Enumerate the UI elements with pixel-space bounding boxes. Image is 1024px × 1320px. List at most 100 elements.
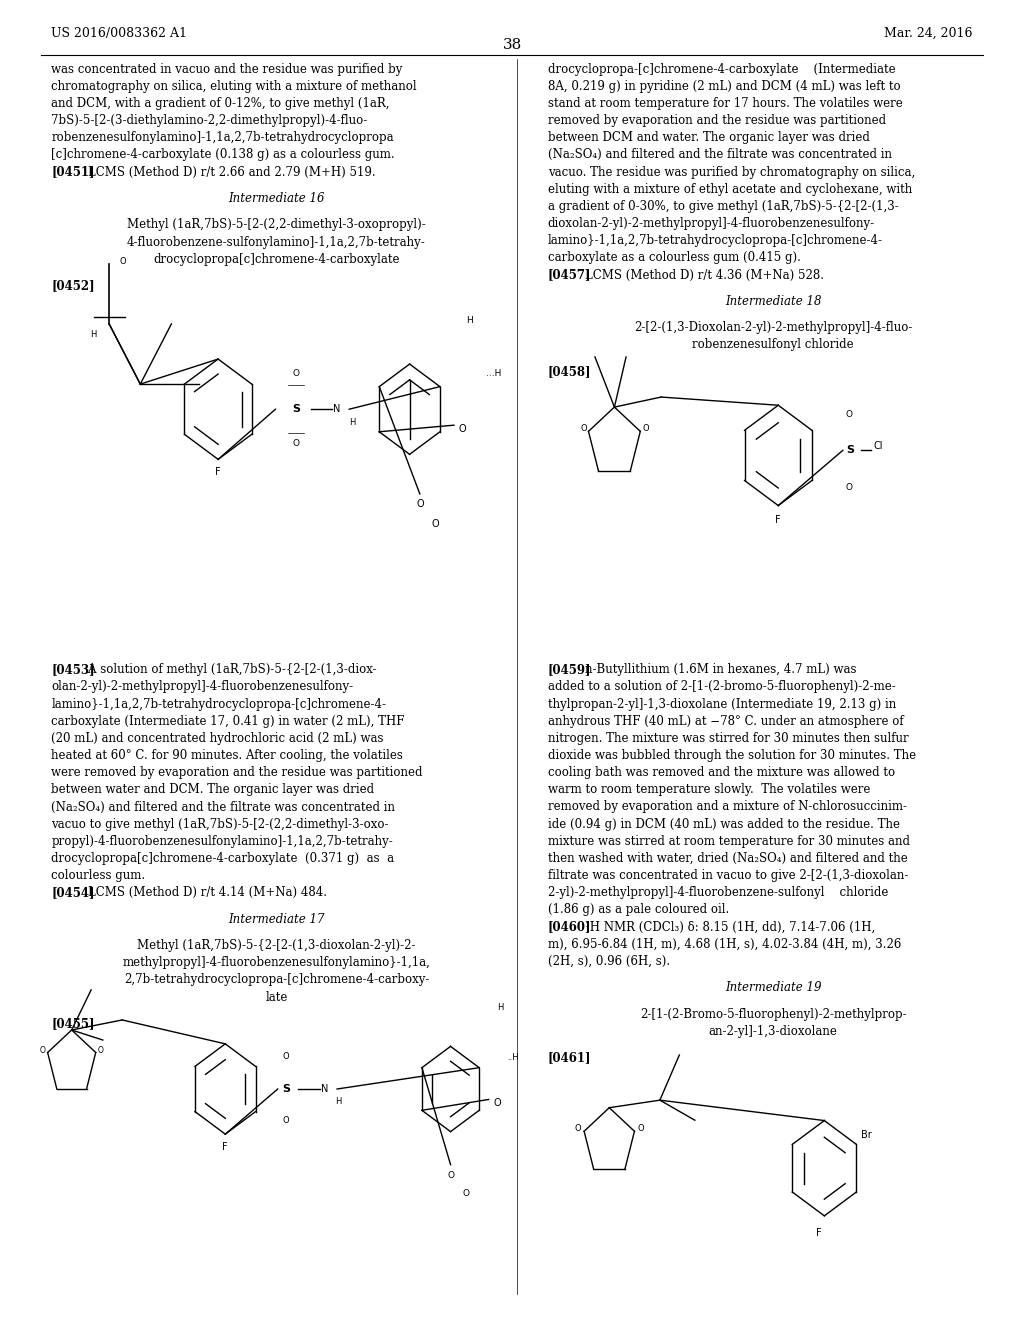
Text: O: O	[493, 1098, 501, 1107]
Text: H: H	[349, 418, 355, 428]
Text: and DCM, with a gradient of 0-12%, to give methyl (1aR,: and DCM, with a gradient of 0-12%, to gi…	[51, 96, 390, 110]
Text: ..H: ..H	[507, 1053, 518, 1063]
Text: vacuo to give methyl (1aR,7bS)-5-[2-(2,2-dimethyl-3-oxo-: vacuo to give methyl (1aR,7bS)-5-[2-(2,2…	[51, 817, 389, 830]
Text: robenzenesulfonylamino]-1,1a,2,7b-tetrahydrocyclopropa: robenzenesulfonylamino]-1,1a,2,7b-tetrah…	[51, 131, 394, 144]
Text: stand at room temperature for 17 hours. The volatiles were: stand at room temperature for 17 hours. …	[548, 96, 902, 110]
Text: O: O	[416, 499, 424, 510]
Text: 7bS)-5-[2-(3-diethylamino-2,2-dimethylpropyl)-4-fluo-: 7bS)-5-[2-(3-diethylamino-2,2-dimethylpr…	[51, 114, 368, 127]
Text: eluting with a mixture of ethyl acetate and cyclohexane, with: eluting with a mixture of ethyl acetate …	[548, 182, 912, 195]
Text: O: O	[283, 1052, 289, 1061]
Text: [0458]: [0458]	[548, 364, 591, 378]
Text: late: late	[265, 990, 288, 1003]
Text: [c]chromene-4-carboxylate (0.138 g) as a colourless gum.: [c]chromene-4-carboxylate (0.138 g) as a…	[51, 148, 395, 161]
Text: m), 6.95-6.84 (1H, m), 4.68 (1H, s), 4.02-3.84 (4H, m), 3.26: m), 6.95-6.84 (1H, m), 4.68 (1H, s), 4.0…	[548, 937, 901, 950]
Text: was concentrated in vacuo and the residue was purified by: was concentrated in vacuo and the residu…	[51, 62, 402, 75]
Text: O: O	[98, 1045, 103, 1055]
Text: propyl)-4-fluorobenzenesulfonylamino]-1,1a,2,7b-tetrahy-: propyl)-4-fluorobenzenesulfonylamino]-1,…	[51, 834, 393, 847]
Text: O: O	[459, 424, 466, 434]
Text: F: F	[215, 467, 221, 478]
Text: O: O	[40, 1045, 45, 1055]
Text: O: O	[283, 1117, 289, 1126]
Text: lamino}-1,1a,2,7b-tetrahydrocyclopropa-[c]chromene-4-: lamino}-1,1a,2,7b-tetrahydrocyclopropa-[…	[51, 697, 386, 710]
Text: O: O	[642, 424, 649, 433]
Text: chromatography on silica, eluting with a mixture of methanol: chromatography on silica, eluting with a…	[51, 79, 417, 92]
Text: cooling bath was removed and the mixture was allowed to: cooling bath was removed and the mixture…	[548, 766, 895, 779]
Text: n-Butyllithium (1.6M in hexanes, 4.7 mL) was: n-Butyllithium (1.6M in hexanes, 4.7 mL)…	[569, 663, 856, 676]
Text: methylpropyl]-4-fluorobenzenesulfonylamino}-1,1a,: methylpropyl]-4-fluorobenzenesulfonylami…	[123, 956, 430, 969]
Text: O: O	[120, 256, 126, 265]
Text: F: F	[816, 1228, 822, 1238]
Text: drocyclopropa[c]chromene-4-carboxylate  (0.371 g)  as  a: drocyclopropa[c]chromene-4-carboxylate (…	[51, 851, 394, 865]
Text: 4-fluorobenzene-sulfonylamino]-1,1a,2,7b-tetrahy-: 4-fluorobenzene-sulfonylamino]-1,1a,2,7b…	[127, 235, 426, 248]
Text: anhydrous THF (40 mL) at −78° C. under an atmosphere of: anhydrous THF (40 mL) at −78° C. under a…	[548, 714, 903, 727]
Text: (Na₂SO₄) and filtered and the filtrate was concentrated in: (Na₂SO₄) and filtered and the filtrate w…	[548, 148, 892, 161]
Text: dioxide was bubbled through the solution for 30 minutes. The: dioxide was bubbled through the solution…	[548, 748, 915, 762]
Text: O: O	[574, 1125, 582, 1134]
Text: a gradient of 0-30%, to give methyl (1aR,7bS)-5-{2-[2-(1,3-: a gradient of 0-30%, to give methyl (1aR…	[548, 199, 899, 213]
Text: carboxylate (Intermediate 17, 0.41 g) in water (2 mL), THF: carboxylate (Intermediate 17, 0.41 g) in…	[51, 714, 404, 727]
Text: F: F	[222, 1142, 228, 1152]
Text: O: O	[637, 1125, 644, 1134]
Text: ¹H NMR (CDCl₃) δ: 8.15 (1H, dd), 7.14-7.06 (1H,: ¹H NMR (CDCl₃) δ: 8.15 (1H, dd), 7.14-7.…	[569, 920, 876, 933]
Text: Br: Br	[861, 1130, 872, 1139]
Text: H: H	[466, 317, 473, 326]
Text: drocyclopropa[c]chromene-4-carboxylate: drocyclopropa[c]chromene-4-carboxylate	[154, 252, 399, 265]
Text: ...H: ...H	[486, 370, 502, 379]
Text: O: O	[431, 519, 439, 529]
Text: LCMS (Method D) r/t 4.14 (M+Na) 484.: LCMS (Method D) r/t 4.14 (M+Na) 484.	[73, 886, 327, 899]
Text: S: S	[282, 1084, 290, 1094]
Text: Intermediate 18: Intermediate 18	[725, 294, 821, 308]
Text: LCMS (Method D) r/t 2.66 and 2.79 (M+H) 519.: LCMS (Method D) r/t 2.66 and 2.79 (M+H) …	[73, 165, 376, 178]
Text: heated at 60° C. for 90 minutes. After cooling, the volatiles: heated at 60° C. for 90 minutes. After c…	[51, 748, 403, 762]
Text: Intermediate 17: Intermediate 17	[228, 912, 325, 925]
Text: thylpropan-2-yl]-1,3-dioxolane (Intermediate 19, 2.13 g) in: thylpropan-2-yl]-1,3-dioxolane (Intermed…	[548, 697, 896, 710]
Text: 2-[2-(1,3-Dioxolan-2-yl)-2-methylpropyl]-4-fluo-: 2-[2-(1,3-Dioxolan-2-yl)-2-methylpropyl]…	[634, 321, 912, 334]
Text: S: S	[846, 445, 854, 455]
Text: [0453]: [0453]	[51, 663, 95, 676]
Text: 38: 38	[503, 38, 521, 51]
Text: nitrogen. The mixture was stirred for 30 minutes then sulfur: nitrogen. The mixture was stirred for 30…	[548, 731, 908, 744]
Text: filtrate was concentrated in vacuo to give 2-[2-(1,3-dioxolan-: filtrate was concentrated in vacuo to gi…	[548, 869, 908, 882]
Text: vacuo. The residue was purified by chromatography on silica,: vacuo. The residue was purified by chrom…	[548, 165, 915, 178]
Text: Methyl (1aR,7bS)-5-[2-(2,2-dimethyl-3-oxopropyl)-: Methyl (1aR,7bS)-5-[2-(2,2-dimethyl-3-ox…	[127, 218, 426, 231]
Text: robenzenesulfonyl chloride: robenzenesulfonyl chloride	[692, 338, 854, 351]
Text: A solution of methyl (1aR,7bS)-5-{2-[2-(1,3-diox-: A solution of methyl (1aR,7bS)-5-{2-[2-(…	[73, 663, 377, 676]
Text: O: O	[580, 424, 587, 433]
Text: mixture was stirred at room temperature for 30 minutes and: mixture was stirred at room temperature …	[548, 834, 910, 847]
Text: Cl: Cl	[873, 441, 883, 451]
Text: drocyclopropa-[c]chromene-4-carboxylate    (Intermediate: drocyclopropa-[c]chromene-4-carboxylate …	[548, 62, 895, 75]
Text: Methyl (1aR,7bS)-5-{2-[2-(1,3-dioxolan-2-yl)-2-: Methyl (1aR,7bS)-5-{2-[2-(1,3-dioxolan-2…	[137, 939, 416, 952]
Text: 2-[1-(2-Bromo-5-fluorophenyl)-2-methylprop-: 2-[1-(2-Bromo-5-fluorophenyl)-2-methylpr…	[640, 1007, 906, 1020]
Text: O: O	[846, 411, 853, 420]
Text: (Na₂SO₄) and filtered and the filtrate was concentrated in: (Na₂SO₄) and filtered and the filtrate w…	[51, 800, 395, 813]
Text: US 2016/0083362 A1: US 2016/0083362 A1	[51, 26, 187, 40]
Text: 2,7b-tetrahydrocyclopropa-[c]chromene-4-carboxy-: 2,7b-tetrahydrocyclopropa-[c]chromene-4-…	[124, 973, 429, 986]
Text: dioxolan-2-yl)-2-methylpropyl]-4-fluorobenzenesulfony-: dioxolan-2-yl)-2-methylpropyl]-4-fluorob…	[548, 216, 874, 230]
Text: O: O	[447, 1171, 454, 1180]
Text: O: O	[463, 1189, 469, 1199]
Text: O: O	[293, 440, 299, 449]
Text: lamino}-1,1a,2,7b-tetrahydrocyclopropa-[c]chromene-4-: lamino}-1,1a,2,7b-tetrahydrocyclopropa-[…	[548, 234, 883, 247]
Text: warm to room temperature slowly.  The volatiles were: warm to room temperature slowly. The vol…	[548, 783, 870, 796]
Text: H: H	[497, 1003, 503, 1012]
Text: N: N	[333, 404, 341, 414]
Text: F: F	[775, 515, 781, 525]
Text: O: O	[846, 483, 853, 492]
Text: were removed by evaporation and the residue was partitioned: were removed by evaporation and the resi…	[51, 766, 423, 779]
Text: then washed with water, dried (Na₂SO₄) and filtered and the: then washed with water, dried (Na₂SO₄) a…	[548, 851, 907, 865]
Text: (1.86 g) as a pale coloured oil.: (1.86 g) as a pale coloured oil.	[548, 903, 729, 916]
Text: Intermediate 19: Intermediate 19	[725, 981, 821, 994]
Text: Mar. 24, 2016: Mar. 24, 2016	[885, 26, 973, 40]
Text: carboxylate as a colourless gum (0.415 g).: carboxylate as a colourless gum (0.415 g…	[548, 251, 801, 264]
Text: colourless gum.: colourless gum.	[51, 869, 145, 882]
Text: [0461]: [0461]	[548, 1051, 591, 1064]
Text: H: H	[90, 330, 97, 339]
Text: an-2-yl]-1,3-dioxolane: an-2-yl]-1,3-dioxolane	[709, 1024, 838, 1038]
Text: added to a solution of 2-[1-(2-bromo-5-fluorophenyl)-2-me-: added to a solution of 2-[1-(2-bromo-5-f…	[548, 680, 896, 693]
Text: (20 mL) and concentrated hydrochloric acid (2 mL) was: (20 mL) and concentrated hydrochloric ac…	[51, 731, 384, 744]
Text: removed by evaporation and the residue was partitioned: removed by evaporation and the residue w…	[548, 114, 886, 127]
Text: [0459]: [0459]	[548, 663, 591, 676]
Text: H: H	[335, 1097, 341, 1106]
Text: O: O	[293, 370, 299, 379]
Text: [0460]: [0460]	[548, 920, 591, 933]
